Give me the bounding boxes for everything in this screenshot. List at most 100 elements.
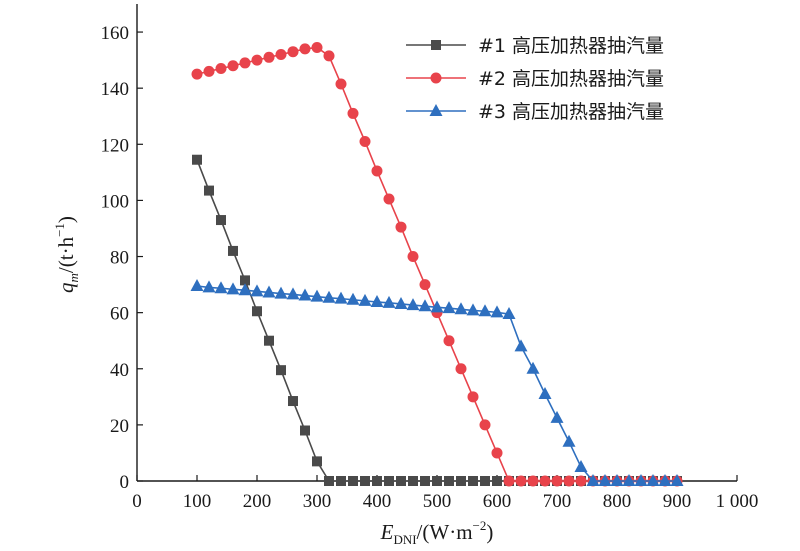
data-point bbox=[191, 68, 203, 80]
data-point bbox=[562, 434, 576, 447]
data-point bbox=[634, 474, 648, 486]
data-point bbox=[359, 135, 371, 147]
x-tick-label: 400 bbox=[363, 491, 392, 512]
series-3 bbox=[190, 278, 684, 486]
data-point bbox=[563, 475, 575, 487]
data-point bbox=[502, 307, 516, 320]
x-tick-label: 1 000 bbox=[716, 491, 759, 512]
x-axis-title: EDNI/(W·m−2) bbox=[380, 518, 494, 547]
series-1 bbox=[192, 154, 682, 486]
data-point bbox=[515, 475, 527, 487]
y-tick-label: 80 bbox=[110, 248, 129, 269]
data-point bbox=[287, 46, 299, 58]
data-point bbox=[527, 475, 539, 487]
data-point bbox=[227, 60, 239, 72]
y-tick-label: 40 bbox=[110, 360, 129, 381]
data-point bbox=[419, 279, 431, 291]
data-point bbox=[526, 361, 540, 374]
axes: 0 100 200 300 400 500 600 700 800 900 1 000 0 20 40 60… bbox=[101, 4, 759, 512]
data-point bbox=[407, 251, 419, 263]
data-point bbox=[276, 365, 286, 376]
legend-label: #3 高压加热器抽汽量 bbox=[478, 101, 664, 123]
data-point bbox=[539, 475, 551, 487]
data-point bbox=[335, 78, 347, 90]
x-tick-label: 900 bbox=[663, 491, 692, 512]
data-point bbox=[384, 476, 394, 486]
data-point bbox=[215, 63, 227, 75]
data-point bbox=[420, 476, 430, 486]
data-point bbox=[514, 339, 528, 352]
data-point bbox=[214, 281, 228, 294]
data-point bbox=[274, 286, 288, 299]
data-point bbox=[286, 287, 300, 300]
data-point bbox=[192, 154, 202, 165]
data-point bbox=[444, 476, 454, 486]
data-point bbox=[658, 474, 672, 486]
data-point bbox=[454, 302, 468, 315]
x-tick-label: 600 bbox=[483, 491, 512, 512]
data-point bbox=[491, 447, 503, 459]
data-point bbox=[348, 476, 358, 486]
data-point bbox=[346, 292, 360, 305]
data-point bbox=[252, 306, 262, 317]
data-point bbox=[538, 387, 552, 400]
data-point bbox=[455, 363, 467, 375]
data-point bbox=[394, 296, 408, 309]
data-point bbox=[238, 283, 252, 296]
legend-item-1: #1 高压加热器抽汽量 bbox=[406, 35, 664, 57]
x-tick-label: 100 bbox=[183, 491, 212, 512]
data-point bbox=[670, 474, 684, 486]
data-point bbox=[574, 459, 588, 472]
data-point bbox=[383, 193, 395, 205]
data-point bbox=[586, 474, 600, 486]
data-point bbox=[490, 305, 504, 318]
data-point bbox=[251, 54, 263, 66]
data-point bbox=[228, 245, 238, 256]
y-tick-label: 0 bbox=[120, 472, 130, 493]
data-point bbox=[216, 215, 226, 226]
data-point bbox=[203, 65, 215, 77]
y-tick-label: 20 bbox=[110, 416, 129, 437]
data-point bbox=[299, 43, 311, 55]
y-tick-label: 140 bbox=[101, 79, 130, 100]
data-point bbox=[418, 299, 432, 312]
legend-marker bbox=[429, 104, 443, 116]
data-point bbox=[262, 285, 276, 298]
data-point bbox=[322, 290, 336, 303]
data-point bbox=[264, 335, 274, 346]
data-point bbox=[478, 304, 492, 317]
x-tick-label: 500 bbox=[423, 491, 452, 512]
data-point bbox=[430, 300, 444, 313]
data-point bbox=[575, 475, 587, 487]
data-point bbox=[467, 391, 479, 403]
data-point bbox=[310, 289, 324, 302]
data-point bbox=[551, 475, 563, 487]
data-point bbox=[250, 284, 264, 297]
data-point bbox=[396, 476, 406, 486]
data-point bbox=[312, 456, 322, 467]
legend-label: #1 高压加热器抽汽量 bbox=[478, 35, 664, 57]
data-point bbox=[480, 476, 490, 486]
data-point bbox=[610, 474, 624, 486]
legend-marker bbox=[430, 72, 442, 84]
data-point bbox=[408, 476, 418, 486]
y-tick-label: 60 bbox=[110, 304, 129, 325]
legend: #1 高压加热器抽汽量 #2 高压加热器抽汽量 #3 高压加热器抽汽量 bbox=[406, 35, 664, 123]
legend-label: #2 高压加热器抽汽量 bbox=[478, 68, 664, 90]
legend-marker bbox=[431, 40, 441, 50]
data-point bbox=[323, 50, 335, 62]
data-point bbox=[622, 474, 636, 486]
data-point bbox=[466, 303, 480, 316]
data-point bbox=[370, 294, 384, 307]
data-point bbox=[190, 278, 204, 291]
x-tick-label: 300 bbox=[303, 491, 332, 512]
data-point bbox=[598, 474, 612, 486]
legend-item-2: #2 高压加热器抽汽量 bbox=[406, 68, 664, 90]
data-point bbox=[298, 288, 312, 301]
data-point bbox=[358, 293, 372, 306]
data-point bbox=[275, 49, 287, 61]
data-point bbox=[646, 474, 660, 486]
data-point bbox=[202, 280, 216, 293]
data-point bbox=[468, 476, 478, 486]
